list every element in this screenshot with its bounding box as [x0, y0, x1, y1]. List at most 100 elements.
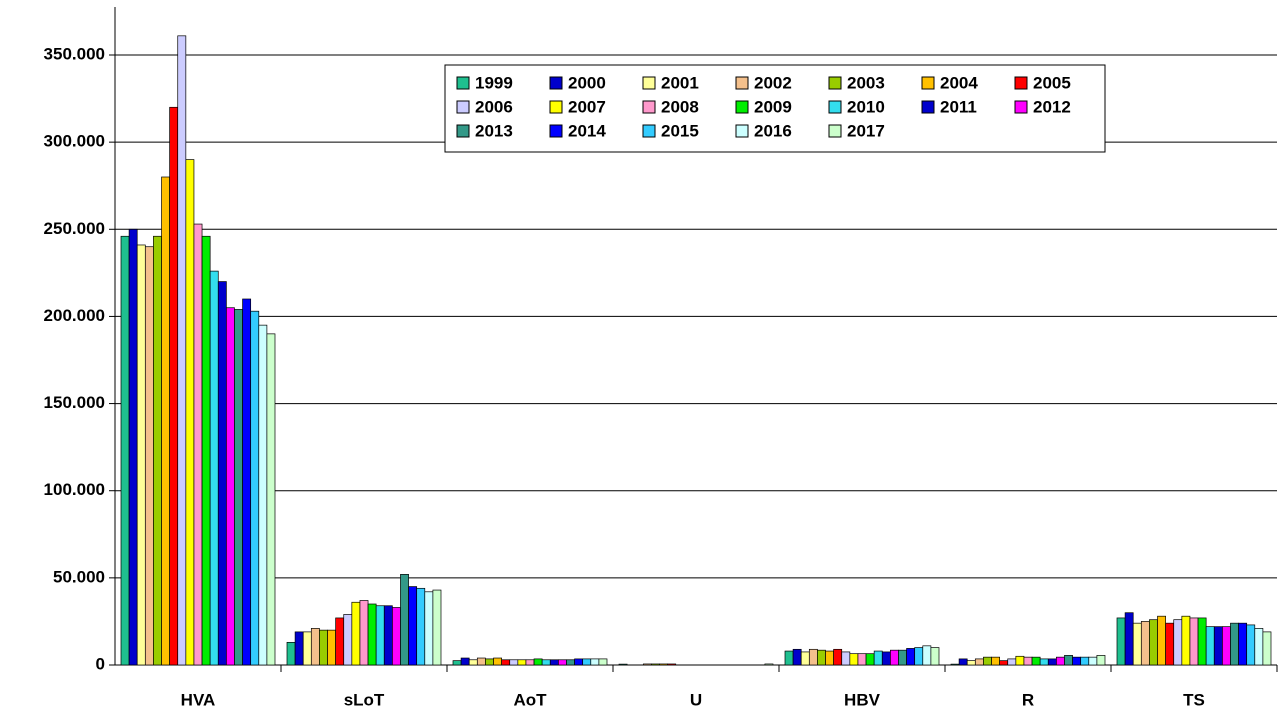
- bar: [1007, 658, 1017, 666]
- legend-label: 2012: [1033, 97, 1071, 116]
- legend-swatch: [549, 100, 563, 114]
- bar: [1262, 631, 1272, 666]
- bar: [367, 603, 377, 666]
- bar: [1246, 624, 1256, 666]
- legend-swatch: [1014, 100, 1028, 114]
- bar: [1064, 655, 1073, 666]
- bar: [258, 324, 268, 666]
- bar: [651, 663, 660, 666]
- bar: [857, 653, 867, 666]
- legend-label: 2015: [661, 121, 699, 140]
- bar: [1222, 626, 1231, 666]
- bar: [185, 159, 195, 666]
- legend-swatch: [456, 124, 470, 138]
- bar: [1088, 656, 1098, 666]
- bar: [914, 647, 924, 666]
- bar: [1165, 622, 1175, 666]
- bar: [493, 657, 502, 666]
- bar: [517, 659, 527, 666]
- bar: [618, 663, 628, 666]
- legend-swatch: [642, 76, 656, 90]
- bar: [161, 176, 170, 666]
- bar: [1197, 617, 1207, 666]
- legend-swatch: [735, 76, 749, 90]
- legend-swatch: [828, 76, 842, 90]
- bar: [849, 653, 859, 666]
- bar: [153, 235, 162, 666]
- bar: [392, 607, 401, 666]
- x-tick-label: HVA: [181, 690, 216, 709]
- legend-swatch: [642, 100, 656, 114]
- y-tick-label: 350.000: [44, 44, 105, 63]
- bar: [193, 223, 203, 666]
- bar: [764, 663, 774, 666]
- legend-swatch: [549, 76, 563, 90]
- bar: [966, 660, 976, 666]
- bar: [566, 659, 575, 666]
- bar: [549, 659, 559, 666]
- bar: [242, 298, 252, 666]
- bar: [590, 658, 600, 666]
- bar: [841, 651, 851, 666]
- bar: [991, 656, 1000, 666]
- bar: [922, 645, 932, 666]
- bar: [209, 270, 219, 666]
- y-tick-label: 0: [96, 654, 105, 673]
- bar: [1132, 622, 1142, 666]
- bar: [416, 587, 426, 666]
- bar: [177, 35, 187, 666]
- bar: [1056, 656, 1065, 666]
- legend-label: 2003: [847, 73, 885, 92]
- bar: [792, 648, 802, 666]
- bar: [1072, 656, 1082, 666]
- bar: [1181, 615, 1191, 666]
- x-tick-label: TS: [1183, 690, 1205, 709]
- bar: [432, 589, 442, 666]
- bar: [1213, 626, 1223, 666]
- bar: [974, 658, 984, 666]
- legend-swatch: [735, 100, 749, 114]
- legend-swatch: [549, 124, 563, 138]
- bar: [1116, 617, 1126, 666]
- bar: [999, 660, 1009, 666]
- bar: [1254, 628, 1264, 666]
- bar: [217, 281, 227, 666]
- bar: [1205, 626, 1215, 666]
- bar: [582, 658, 592, 666]
- bar: [144, 246, 154, 666]
- legend-label: 2004: [940, 73, 978, 92]
- legend-label: 2007: [568, 97, 606, 116]
- y-tick-label: 300.000: [44, 132, 105, 151]
- bar: [558, 659, 567, 666]
- bar: [906, 648, 916, 666]
- legend-swatch: [828, 124, 842, 138]
- legend-swatch: [921, 100, 935, 114]
- bar: [833, 648, 843, 666]
- y-tick-label: 50.000: [53, 567, 105, 586]
- bar: [501, 659, 511, 666]
- bar: [310, 628, 320, 666]
- x-tick-label: R: [1022, 690, 1034, 709]
- x-tick-label: U: [690, 690, 702, 709]
- bar: [598, 658, 608, 666]
- bar: [136, 244, 146, 666]
- legend-label: 2002: [754, 73, 792, 92]
- bar: [351, 601, 361, 666]
- y-tick-label: 150.000: [44, 393, 105, 412]
- y-tick-label: 250.000: [44, 219, 105, 238]
- bar: [375, 605, 385, 666]
- bar: [659, 663, 668, 666]
- legend-label: 2001: [661, 73, 699, 92]
- legend-label: 2000: [568, 73, 606, 92]
- y-tick-label: 100.000: [44, 480, 105, 499]
- bar: [1230, 622, 1239, 666]
- bar: [1023, 656, 1033, 666]
- bar: [343, 614, 353, 666]
- bar: [226, 307, 235, 666]
- bar: [286, 641, 296, 666]
- bar: [1096, 655, 1106, 666]
- legend-swatch: [921, 76, 935, 90]
- bar: [1173, 619, 1183, 666]
- legend-label: 2014: [568, 121, 606, 140]
- legend-label: 2008: [661, 97, 699, 116]
